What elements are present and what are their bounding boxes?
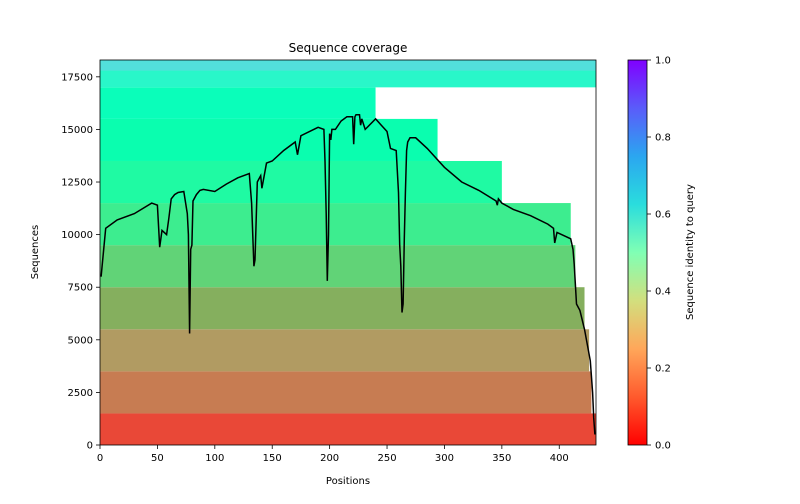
x-tick-label: 200: [320, 453, 339, 464]
x-axis: 0 50 100 150 200 250 300 350 400: [97, 445, 569, 464]
x-tick-label: 300: [435, 453, 454, 464]
colorbar-axis: 0.0 0.2 0.4 0.6 0.8 1.0: [647, 56, 671, 452]
identity-band: [100, 60, 596, 71]
x-tick-label: 250: [377, 453, 396, 464]
coverage-line-layer: [100, 113, 596, 435]
colorbar-tick-label: 0.6: [655, 210, 671, 221]
y-tick-label: 15000: [61, 125, 93, 136]
y-axis: 0 2500 5000 7500 10000 12500 15000 17500: [61, 72, 100, 452]
y-tick-label: 17500: [61, 72, 93, 83]
colorbar-tick-label: 1.0: [655, 56, 671, 67]
x-tick-label: 150: [263, 453, 282, 464]
identity-band: [100, 245, 576, 288]
y-tick-label: 2500: [68, 388, 93, 399]
identity-band: [100, 329, 590, 372]
x-tick-label: 400: [550, 453, 569, 464]
y-tick-label: 10000: [61, 230, 93, 241]
identity-band: [100, 371, 592, 414]
colorbar-label: Sequence identity to query: [685, 184, 696, 320]
y-tick-label: 12500: [61, 178, 93, 189]
identity-band: [100, 160, 502, 204]
identity-band: [100, 70, 596, 88]
y-tick-label: 5000: [68, 335, 93, 346]
identity-band: [100, 287, 585, 330]
y-tick-label: 7500: [68, 283, 93, 294]
x-tick-label: 50: [151, 453, 164, 464]
colorbar-tick-label: 0.2: [655, 364, 671, 375]
identity-band: [100, 87, 376, 119]
colorbar-tick-label: 0.8: [655, 133, 671, 144]
plot-frame: [99, 59, 597, 446]
x-tick-label: 350: [492, 453, 511, 464]
colorbar-tick-label: 0.4: [655, 287, 671, 298]
identity-band: [100, 118, 438, 161]
chart-title: Sequence coverage: [289, 41, 408, 55]
identity-band: [100, 413, 596, 445]
identity-band: [100, 203, 571, 246]
coverage-line: [100, 113, 596, 435]
colorbar-frame: [627, 59, 648, 446]
x-axis-label: Positions: [326, 476, 370, 487]
coverage-heatmap: [100, 60, 596, 445]
colorbar-tick-label: 0.0: [655, 441, 671, 452]
colorbar: [628, 60, 647, 445]
x-tick-label: 100: [205, 453, 224, 464]
y-axis-label: Sequences: [30, 225, 41, 280]
y-tick-label: 0: [87, 441, 93, 452]
x-tick-label: 0: [97, 453, 103, 464]
